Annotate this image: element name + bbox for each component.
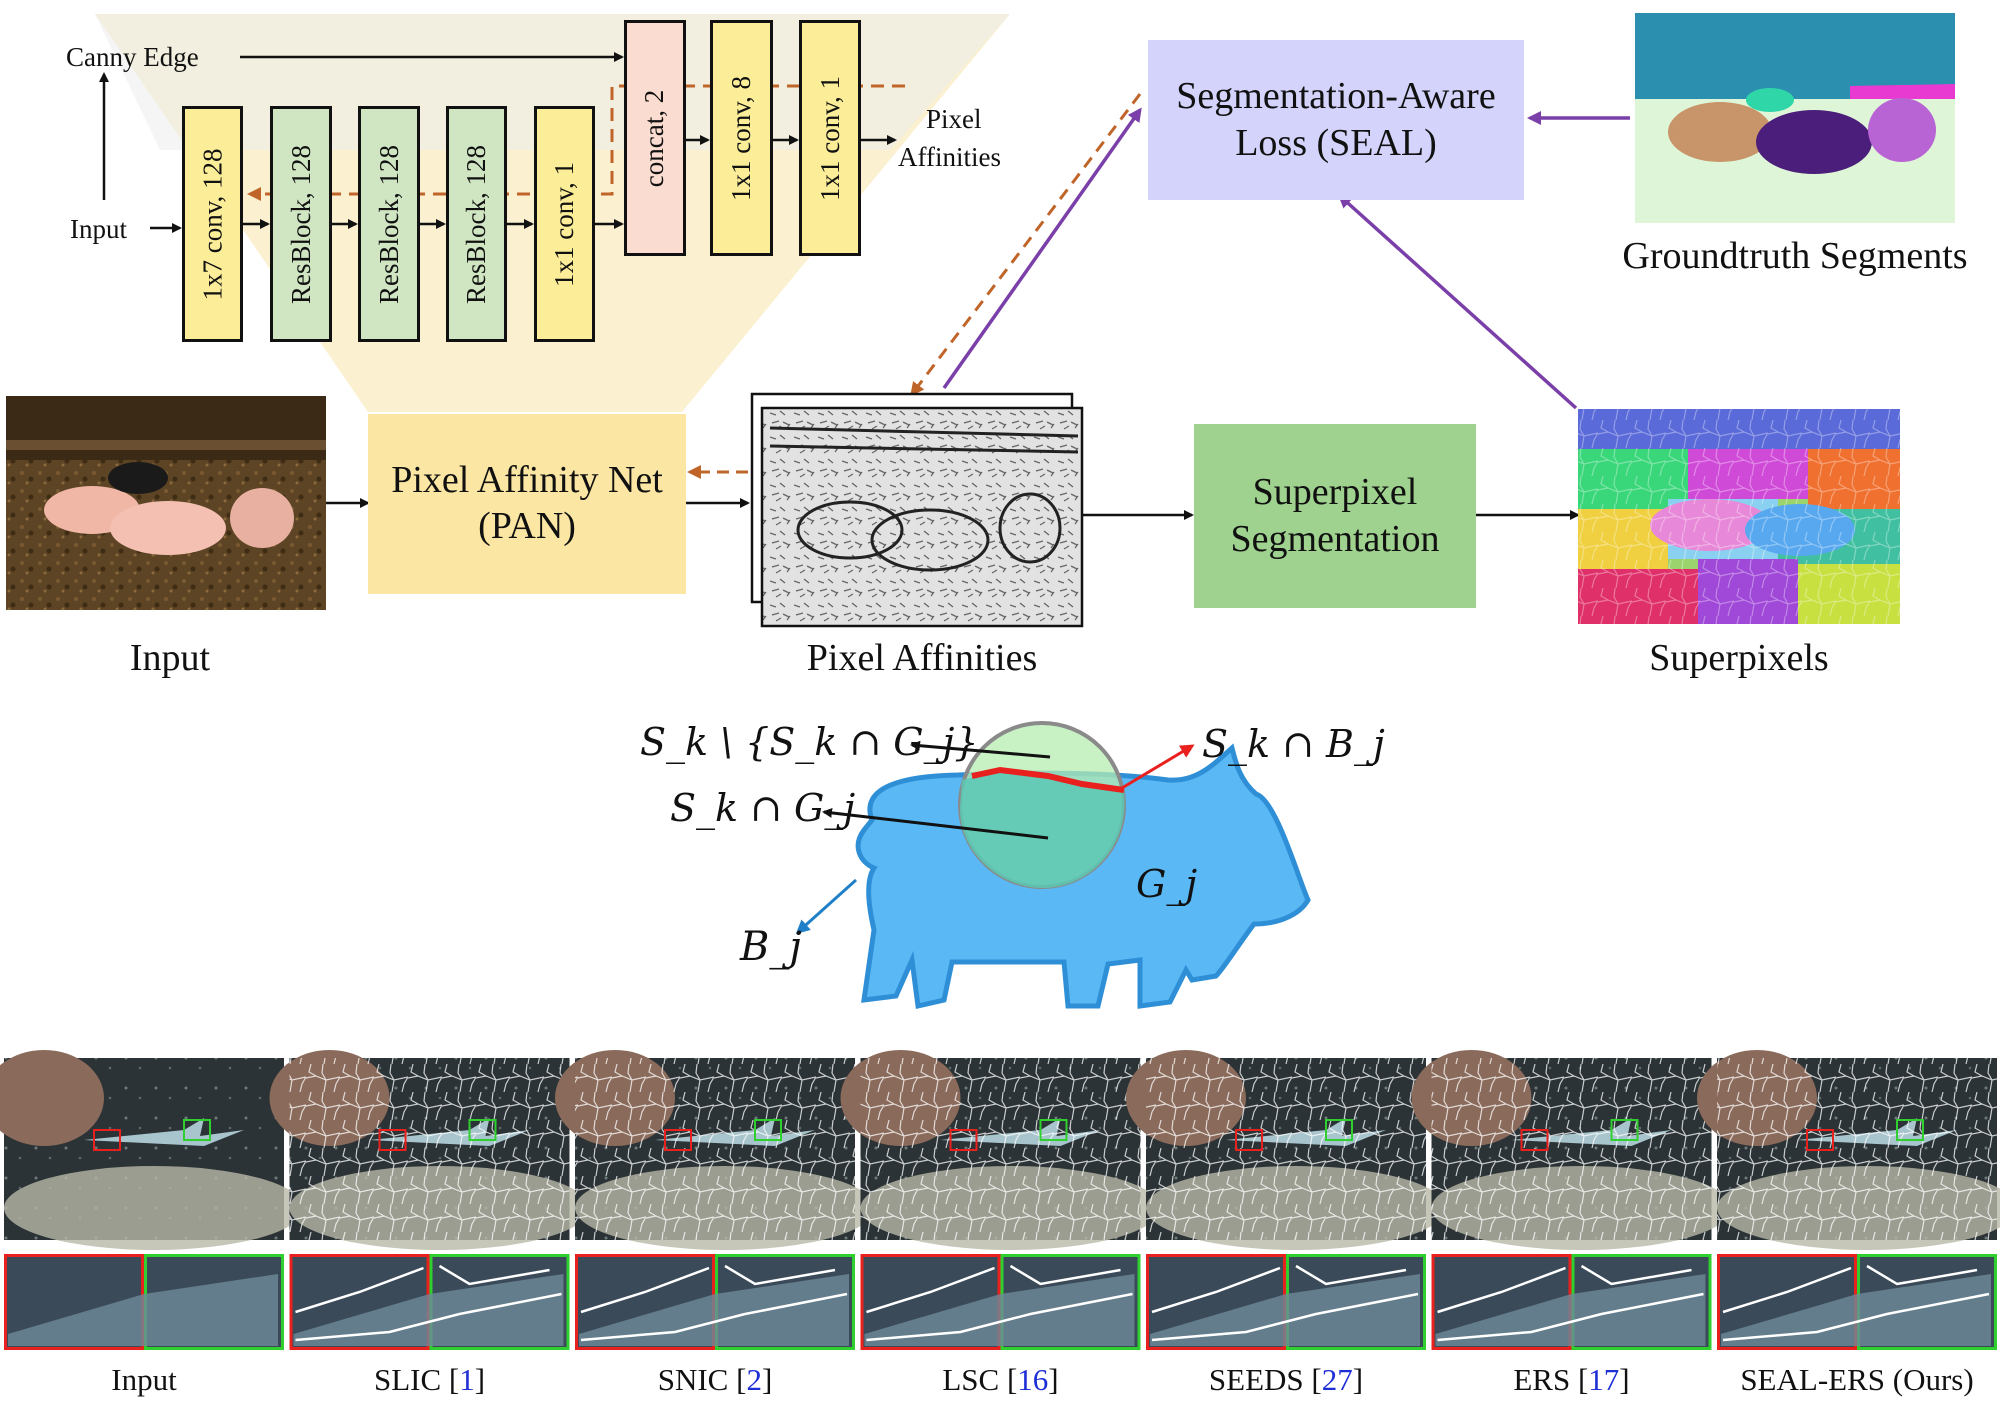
method-name: ERS [1513,1362,1571,1397]
method-citation[interactable]: [17] [1570,1362,1630,1397]
intersect-g-arrow [822,807,1049,840]
layer-conv-1x1-8: 1x1 conv, 8 [710,20,773,256]
method-citation[interactable]: [1] [441,1362,486,1397]
comparison-strip [0,1050,2000,1350]
groundtruth-image [1635,13,1955,223]
label-g: G_j [1136,862,1198,906]
superpixel-label-2: Segmentation [1230,518,1440,560]
pixel-affinities-image [750,392,1084,628]
seal-label-1: Segmentation-Aware [1176,74,1496,117]
comparison-caption-6: SEAL-ERS (Ours) [1717,1362,1997,1398]
method-name: SLIC [373,1362,442,1397]
method-name: LSC [942,1362,1000,1397]
layer-resblock-2: ResBlock, 128 [358,106,420,342]
layer-conv-1x1-out: 1x1 conv, 1 [799,20,861,256]
diff-arrow [910,740,1051,759]
network-input-label: Input [70,214,127,244]
layer-chain-arrows [243,135,897,229]
seal-box: Segmentation-Aware Loss (SEAL) [1148,40,1524,200]
method-citation[interactable]: [16] [999,1362,1059,1397]
method-citation[interactable]: [2] [728,1362,773,1397]
groundtruth-caption: Groundtruth Segments [1622,235,1968,277]
network-output-label-2: Affinities [898,142,1001,172]
comparison-caption-3: LSC [16] [861,1362,1141,1398]
boundary-segment [971,766,1125,793]
layer-conv-1x1-a: 1x1 conv, 1 [534,106,595,342]
method-name: Input [111,1362,177,1397]
comparison-panel-2 [555,1050,875,1350]
superpixels-caption: Superpixels [1649,637,1829,679]
pan-label-2: (PAN) [478,505,576,547]
intersection-fill [959,770,1125,888]
method-name: SEAL-ERS (Ours) [1740,1362,1974,1397]
comparison-caption-5: ERS [17] [1432,1362,1712,1398]
layer-resblock-3: ResBlock, 128 [446,106,507,342]
layer-concat: concat, 2 [624,20,686,256]
label-intersect-b: S_k ∩ B_j [1202,722,1385,766]
intersect-b-arrow [1121,744,1195,790]
comparison-caption-2: SNIC [2] [575,1362,855,1398]
layer-resblock-1: ResBlock, 128 [270,106,332,342]
layer-conv-1x7: 1x7 conv, 128 [182,106,243,342]
network-backprop-arrow [247,84,905,201]
comparison-caption-0: Input [4,1362,284,1398]
network-output-label-1: Pixel [926,104,982,134]
comparison-caption-4: SEEDS [27] [1146,1362,1426,1398]
superpixels-to-seal-arrow [1337,193,1578,410]
method-citation[interactable]: [27] [1303,1362,1364,1397]
label-diff: S_k \ {S_k ∩ G_j} [640,720,979,764]
seal-to-affinities-backprop-arrow [910,93,1142,397]
b-arrow [795,878,858,935]
comparison-panel-1 [269,1050,590,1350]
seal-label-2: Loss (SEAL) [1235,122,1437,164]
comparison-caption-1: SLIC [1] [290,1362,570,1398]
comparison-panel-4 [1126,1050,1446,1350]
superpixel-label-1: Superpixel [1252,470,1418,513]
comparison-panel-3 [840,1050,1161,1350]
superpixels-image [1578,409,1900,624]
method-name: SEEDS [1208,1362,1304,1397]
affinities-to-seal-arrow [942,107,1142,390]
comparison-panel-5 [1411,1050,1732,1350]
pan-label-1: Pixel Affinity Net [391,459,663,502]
canny-edge-label: Canny Edge [66,42,199,72]
superpixel-segmentation-box: Superpixel Segmentation [1194,424,1476,608]
comparison-panel-6 [1697,1050,2000,1350]
label-intersect-g: S_k ∩ G_j [670,786,856,830]
comparison-panel-0 [0,1050,304,1350]
method-name: SNIC [657,1362,729,1397]
input-caption: Input [129,637,211,679]
affinities-caption: Pixel Affinities [806,637,1038,679]
label-b: B_j [740,924,802,970]
pan-box: Pixel Affinity Net (PAN) [368,414,686,594]
input-photo [6,396,326,610]
